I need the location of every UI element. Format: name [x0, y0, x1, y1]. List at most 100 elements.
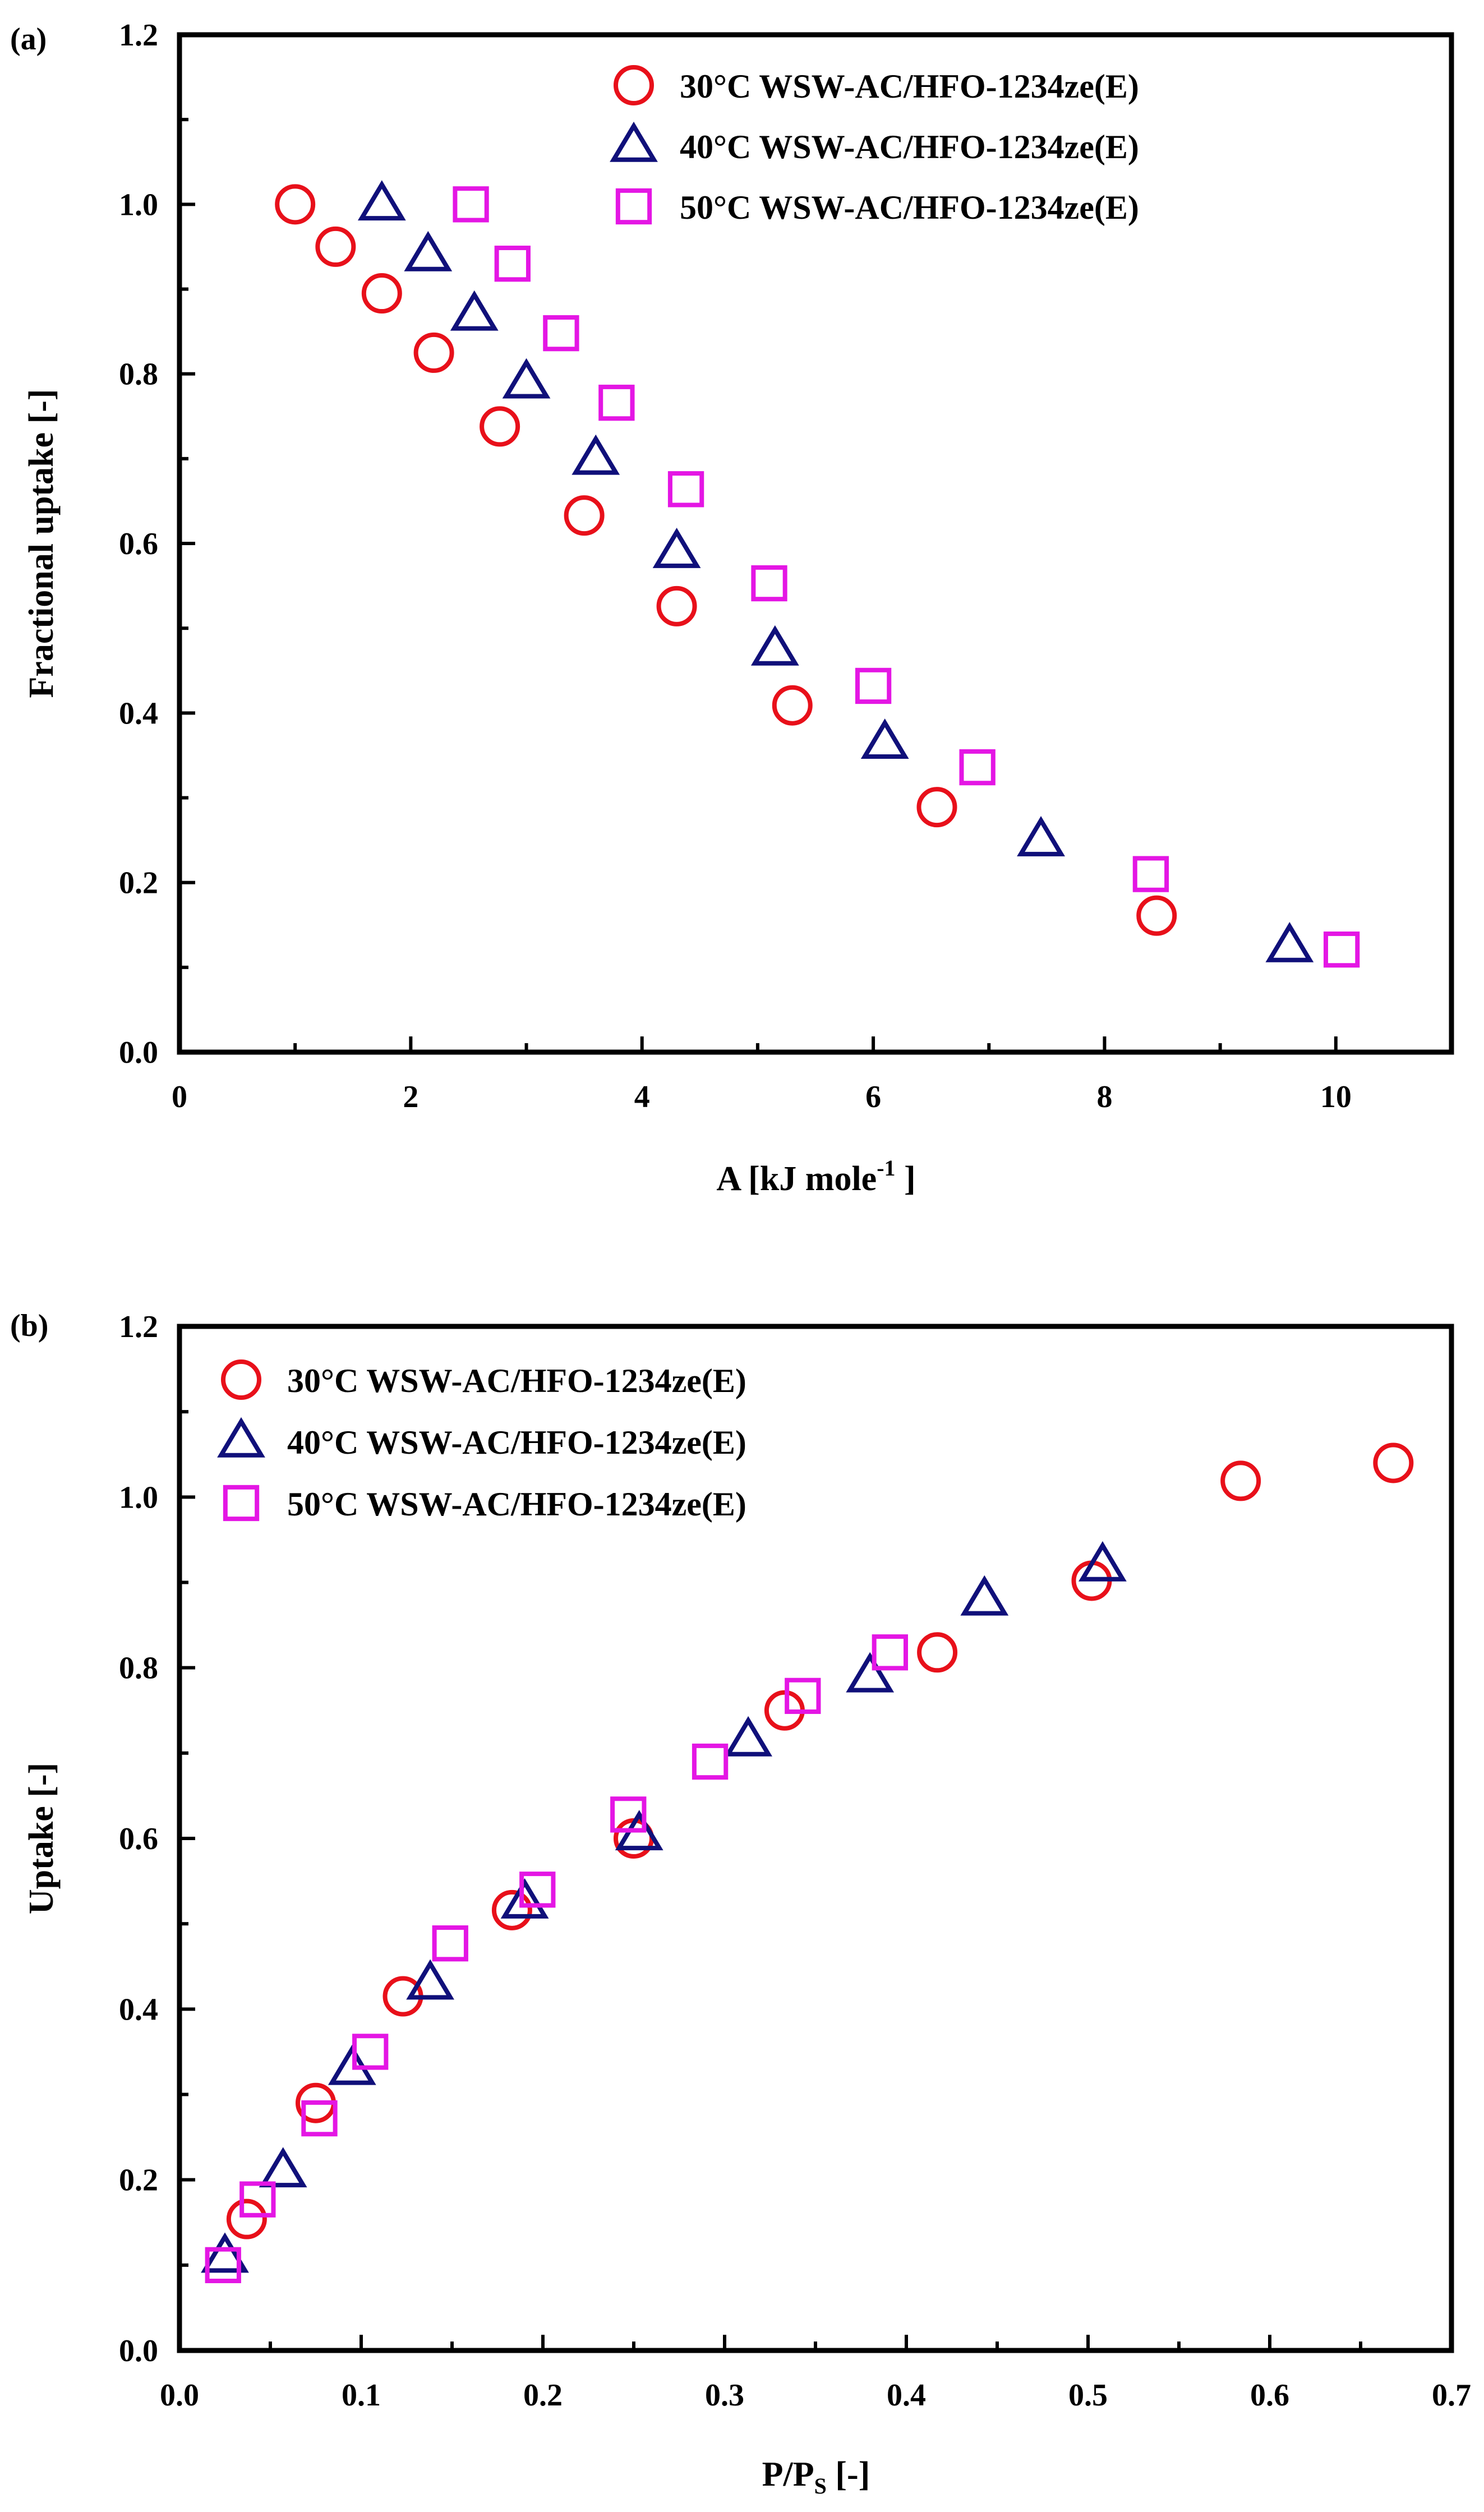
panel-b-x-tick-label: 0.2 — [523, 2378, 563, 2413]
panel-a-x-axis-title: A [kJ mole-1 ] — [716, 1155, 915, 1198]
panel-a-square-point — [453, 186, 489, 223]
panel-a-y-ticks: 0.0 0.2 0.4 0.6 0.8 1.0 1.2 — [119, 18, 195, 1070]
panel-a-y-tick-label: 1.2 — [119, 18, 158, 53]
panel-a-y-tick-label: 0.4 — [119, 696, 158, 731]
panel-a-y-axis-title: Fractional uptake [-] — [22, 389, 61, 698]
panel-a-x-axis-title-main: A [kJ mole — [716, 1160, 877, 1198]
panel-a-x-ticks: 0 2 4 6 8 10 — [172, 1036, 1453, 1114]
panel-b-y-axis-title: Uptake [-] — [22, 1763, 61, 1914]
panel-a-triangle-point — [450, 290, 499, 331]
panel-a-triangle-point — [652, 527, 701, 568]
panel-b-y-tick-label: 1.2 — [119, 1310, 158, 1344]
panel-a-square-point — [959, 749, 996, 786]
panel-a-square-point — [598, 384, 635, 421]
panel-b-square-point — [785, 1677, 821, 1714]
panel-b-y-tick-label: 0.4 — [119, 1992, 158, 2027]
panel-a-y-tick-label: 0.6 — [119, 527, 158, 561]
panel-b-uptake-chart: (b) 0.00.20.40.60.81.01.2 0.0 0.1 0.2 0.3 0.… — [10, 1308, 1471, 2499]
panel-b-y-tick-label: 0.6 — [119, 1822, 158, 1856]
panel-b-x-tick-label: 0.5 — [1068, 2378, 1108, 2413]
panel-b-legend: 30°C WSW-AC/HFO-1234ze(E) 40°C WSW-AC/HFO… — [217, 1359, 746, 1523]
panel-b-x-ticks: 0.0 0.1 0.2 0.3 0.4 0.5 0.6 0.7 — [160, 2335, 1471, 2413]
panel-a-circle-point — [413, 332, 454, 373]
panel-a-legend-square-marker — [615, 188, 652, 225]
panel-b-x-tick-label: 0.0 — [160, 2378, 199, 2413]
panel-b-circle-point — [1373, 1442, 1414, 1483]
panel-b-y-tick-label: 0.2 — [119, 2163, 158, 2198]
panel-b-triangle-point — [960, 1575, 1009, 1616]
panel-a-x-axis-title-end: ] — [896, 1160, 916, 1198]
panel-a-x-tick-label: 0 — [172, 1080, 187, 1114]
panel-b-x-tick-label: 0.1 — [342, 2378, 381, 2413]
panel-a-y-tick-label: 1.0 — [119, 187, 158, 222]
panel-b-label: (b) — [10, 1308, 48, 1343]
panel-b-circle-point — [226, 2198, 267, 2239]
panel-a-legend-label: 50°C WSW-AC/HFO-1234ze(E) — [680, 189, 1139, 226]
panel-a-y-tick-label: 0.2 — [119, 866, 158, 901]
panel-b-x-tick-label: 0.6 — [1250, 2378, 1289, 2413]
panel-a-x-tick-label: 4 — [634, 1080, 650, 1114]
panel-a-label: (a) — [10, 22, 47, 57]
panel-a-legend: 30°C WSW-AC/HFO-1234ze(E) 40°C WSW-AC/HFO… — [610, 65, 1139, 226]
panel-b-legend-square-marker — [223, 1485, 260, 1522]
panel-b-circle-point — [491, 1889, 532, 1930]
panel-a-square-point — [751, 565, 787, 602]
panel-b-x-axis-title-subscript: S — [814, 2473, 827, 2499]
panel-a-square-point — [543, 315, 579, 352]
panel-a-circle-point — [564, 495, 605, 536]
panel-b-square-point — [432, 1925, 468, 1962]
panel-a-circle-point — [1136, 895, 1177, 936]
panel-a-legend-label: 30°C WSW-AC/HFO-1234ze(E) — [680, 68, 1139, 105]
panel-b-x-axis-title-end: [-] — [827, 2455, 870, 2493]
panel-a-fractional-uptake-chart: (a) 0.0 0.2 0.4 0.6 0.8 1.0 1.2 0 2 4 6 8 10 Fracti… — [10, 18, 1454, 1198]
panel-a-legend-circle-marker — [614, 65, 654, 105]
panel-a-legend-label: 40°C WSW-AC/HFO-1234ze(E) — [680, 128, 1139, 165]
panel-b-y-tick-label: 1.0 — [119, 1480, 158, 1515]
panel-a-x-axis-title-superscript: -1 — [877, 1155, 895, 1181]
panel-a-circle-point — [361, 273, 402, 314]
panel-b-square-point — [239, 2181, 276, 2218]
panel-a-circle-point — [772, 685, 813, 726]
panel-a-x-tick-label: 2 — [403, 1080, 418, 1114]
panel-a-circle-point — [656, 586, 697, 626]
panel-a-square-point — [855, 667, 892, 704]
panel-b-triangle-point — [724, 1716, 773, 1757]
panel-b-x-tick-label: 0.3 — [705, 2378, 744, 2413]
panel-a-y-tick-label: 0.8 — [119, 357, 158, 392]
panel-b-square-point — [205, 2247, 241, 2283]
panel-b-circle-point — [1220, 1460, 1261, 1501]
panel-b-triangle-point — [201, 2232, 249, 2273]
panel-a-square-point — [667, 471, 704, 508]
panel-b-triangle-point — [1079, 1541, 1127, 1582]
panel-b-x-axis-title: P/PS [-] — [762, 2455, 870, 2499]
panel-b-circle-point — [917, 1632, 958, 1673]
panel-a-circle-point — [315, 226, 356, 267]
panel-a-triangle-point — [502, 358, 551, 399]
panel-b-square-point — [301, 2100, 338, 2137]
panel-b-y-ticks: 0.0 0.2 0.4 0.6 0.8 1.0 1.2 — [119, 1310, 195, 2368]
panel-b-legend-triangle-marker — [217, 1417, 265, 1458]
panel-a-circle-point — [275, 184, 316, 225]
panel-a-triangle-point — [750, 625, 799, 666]
panel-a-triangle-point — [572, 434, 620, 475]
panel-a-x-tick-label: 10 — [1320, 1080, 1352, 1114]
panel-a-square-point — [1132, 856, 1169, 892]
panel-b-square-point — [610, 1796, 647, 1833]
panel-b-triangle-point — [259, 2147, 307, 2188]
panel-a-plot-frame — [177, 32, 1454, 1055]
panel-b-data-points — [201, 1442, 1414, 2283]
panel-b-legend-label: 40°C WSW-AC/HFO-1234ze(E) — [287, 1424, 746, 1461]
panel-a-triangle-point — [404, 231, 453, 271]
panel-b-square-point — [519, 1872, 556, 1908]
panel-b-legend-label: 30°C WSW-AC/HFO-1234ze(E) — [287, 1362, 746, 1399]
panel-b-triangle-point — [846, 1652, 895, 1693]
panel-a-triangle-point — [1017, 815, 1065, 856]
panel-a-y-tick-label: 0.0 — [119, 1035, 158, 1070]
panel-a-data-points — [275, 180, 1360, 968]
panel-a-circle-point — [916, 787, 957, 828]
panel-b-x-tick-label: 0.4 — [887, 2378, 926, 2413]
panel-b-square-point — [872, 1634, 909, 1671]
panel-a-circle-point — [480, 406, 520, 447]
panel-b-square-point — [692, 1743, 729, 1780]
